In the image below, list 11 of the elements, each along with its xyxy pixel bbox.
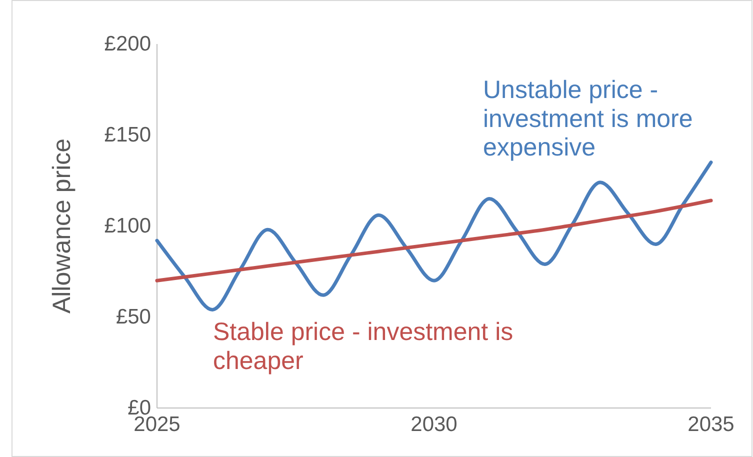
x-tick-label: 2035 bbox=[688, 412, 734, 436]
y-tick-label: £50 bbox=[116, 306, 151, 329]
x-tick-label: 2030 bbox=[410, 412, 458, 436]
line-series bbox=[155, 198, 713, 282]
line-series bbox=[155, 160, 713, 312]
y-axis-title: Allowance price bbox=[48, 138, 76, 314]
series-label: Unstable price - investment is more expensive bbox=[483, 76, 693, 162]
y-tick-label: £200 bbox=[104, 32, 151, 56]
series-label: Stable price - investment is cheaper bbox=[213, 318, 514, 375]
y-tick-label: £150 bbox=[104, 124, 151, 147]
y-tick-label: £100 bbox=[104, 214, 151, 238]
